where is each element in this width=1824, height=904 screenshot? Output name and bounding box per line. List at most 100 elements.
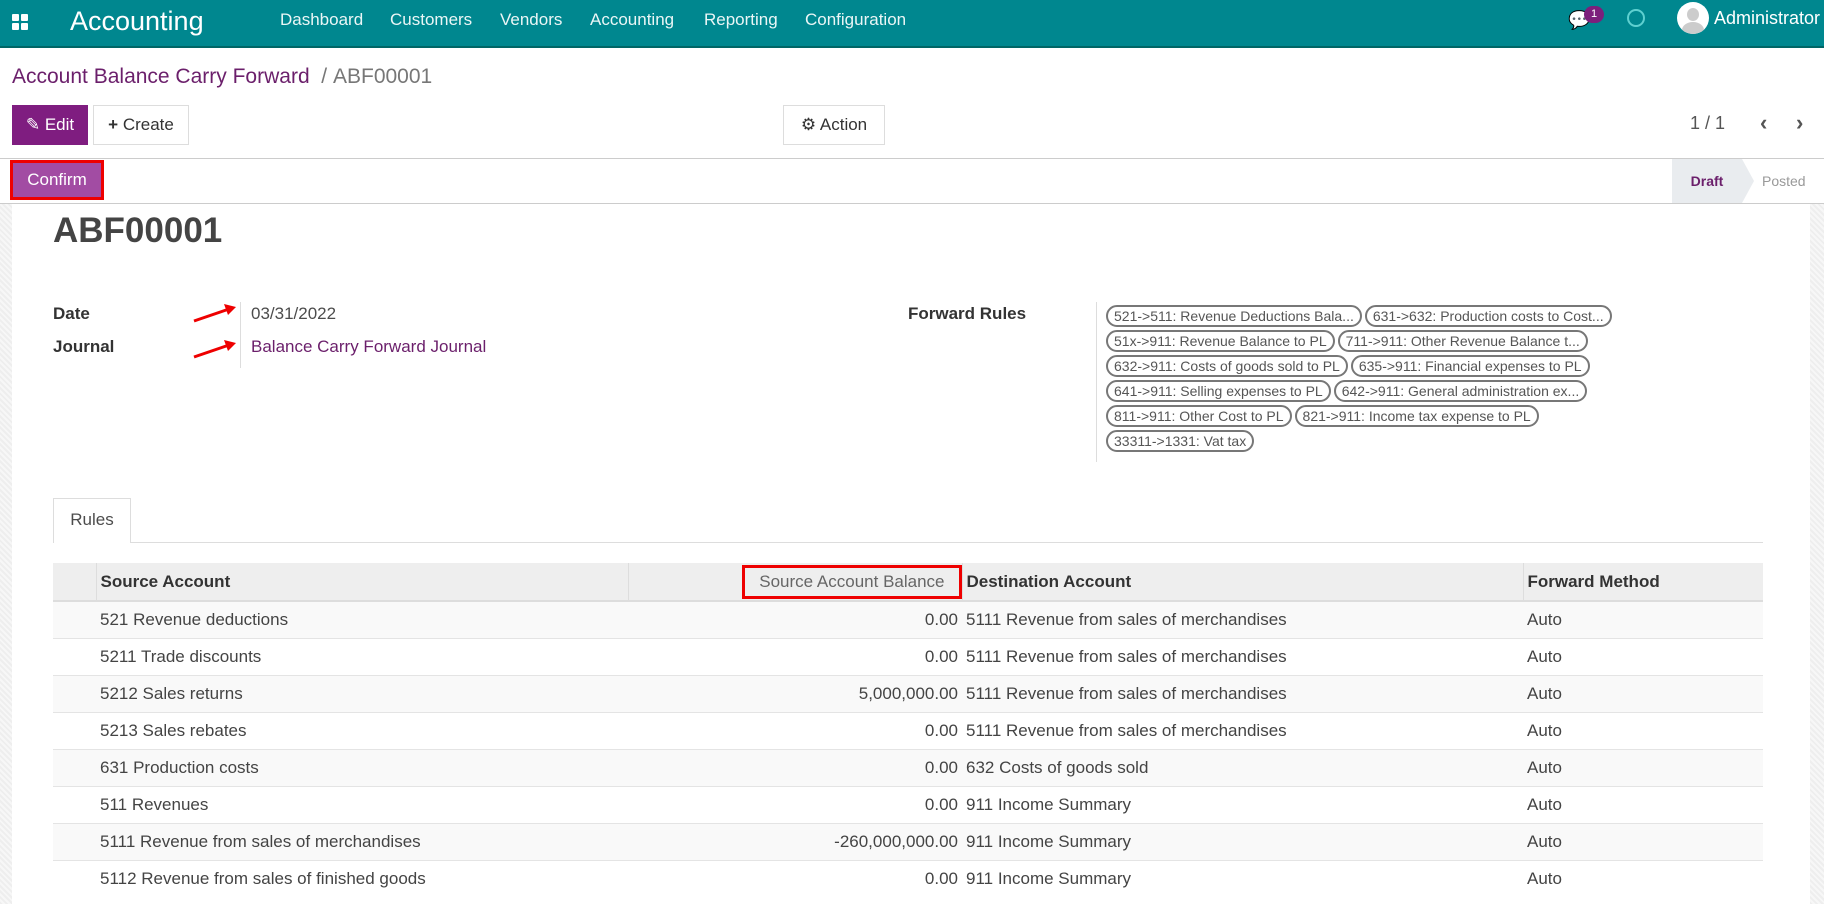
breadcrumb-parent[interactable]: Account Balance Carry Forward <box>12 65 310 88</box>
sheet-background-left <box>0 204 12 904</box>
row-handle <box>53 822 96 860</box>
col-destination-account[interactable]: Destination Account <box>961 563 1523 602</box>
journal-link[interactable]: Balance Carry Forward Journal <box>251 337 487 356</box>
breadcrumb-current: ABF00001 <box>332 65 433 88</box>
highlighted-header: Source Account Balance <box>742 564 962 599</box>
balance-cell: 0.00 <box>628 785 962 823</box>
forward-method-cell: Auto <box>1523 674 1763 712</box>
forward-method-cell: Auto <box>1523 859 1763 897</box>
gear-icon: ⚙ <box>800 115 817 134</box>
tab-divider <box>53 542 1763 543</box>
rule-tag[interactable]: 33311->1331: Vat tax <box>1106 430 1255 452</box>
rule-tag[interactable]: 811->911: Other Cost to PL <box>1106 405 1292 427</box>
action-button[interactable]: ⚙ Action <box>783 105 885 145</box>
destination-account-cell: 911 Income Summary <box>962 859 1523 897</box>
tab-rules[interactable]: Rules <box>53 498 131 543</box>
create-label: Create <box>122 115 174 134</box>
rule-tag[interactable]: 632->911: Costs of goods sold to PL <box>1106 355 1348 377</box>
rule-tag[interactable]: 51x->911: Revenue Balance to PL <box>1106 330 1335 352</box>
handle-column <box>53 563 96 602</box>
forward-method-cell: Auto <box>1523 785 1763 823</box>
forward-method-cell: Auto <box>1523 600 1763 638</box>
date-value: 03/31/2022 <box>251 304 337 323</box>
destination-account-cell: 5111 Revenue from sales of merchandises <box>962 674 1523 712</box>
sheet-background-right <box>1810 204 1824 904</box>
col-source-balance[interactable]: Source Account Balance <box>627 563 962 602</box>
chevron-left-icon[interactable]: ‹ <box>1760 110 1768 135</box>
edit-button[interactable]: ✎ Edit <box>12 105 88 145</box>
menu-accounting[interactable]: Accounting <box>590 10 675 29</box>
rule-tag[interactable]: 641->911: Selling expenses to PL <box>1106 380 1331 402</box>
menu-configuration[interactable]: Configuration <box>805 10 907 29</box>
red-arrow-annotation <box>193 304 236 323</box>
menu-vendors[interactable]: Vendors <box>500 10 563 29</box>
destination-account-cell: 5111 Revenue from sales of merchandises <box>962 637 1523 675</box>
source-account-cell: 5213 Sales rebates <box>96 711 628 749</box>
divider <box>0 158 1824 159</box>
balance-cell: 5,000,000.00 <box>628 674 962 712</box>
rule-tag[interactable]: 821->911: Income tax expense to PL <box>1294 405 1539 427</box>
edit-label: Edit <box>44 115 75 134</box>
forward-rules-label: Forward Rules <box>908 304 1027 323</box>
rule-tag[interactable]: 635->911: Financial expenses to PL <box>1350 355 1590 377</box>
top-navbar: Accounting Dashboard Customers Vendors A… <box>0 0 1824 48</box>
menu-customers[interactable]: Customers <box>390 10 473 29</box>
forward-method-cell: Auto <box>1523 711 1763 749</box>
source-account-cell: 5211 Trade discounts <box>96 637 628 675</box>
rules-table: Source Account Source Account Balance De… <box>53 563 1763 897</box>
destination-account-cell: 632 Costs of goods sold <box>962 748 1523 786</box>
red-arrow-annotation <box>193 340 236 359</box>
table-row[interactable]: 511 Revenues 0.00 911 Income Summary Auto <box>53 785 1763 823</box>
divider <box>0 203 1824 204</box>
col-source-account[interactable]: Source Account <box>95 563 628 602</box>
forward-method-cell: Auto <box>1523 822 1763 860</box>
source-account-cell: 5212 Sales returns <box>96 674 628 712</box>
balance-cell: 0.00 <box>628 859 962 897</box>
pager-value[interactable]: 1 / 1 <box>1690 113 1726 133</box>
balance-cell: 0.00 <box>628 600 962 638</box>
clock-icon[interactable] <box>1627 9 1645 27</box>
status-posted[interactable]: Posted <box>1762 173 1806 189</box>
source-account-cell: 5111 Revenue from sales of merchandises <box>96 822 628 860</box>
destination-account-cell: 5111 Revenue from sales of merchandises <box>962 600 1523 638</box>
table-row[interactable]: 5112 Revenue from sales of finished good… <box>53 859 1763 897</box>
table-row[interactable]: 5111 Revenue from sales of merchandises -… <box>53 822 1763 860</box>
user-menu[interactable]: Administrator <box>1714 8 1821 28</box>
avatar[interactable] <box>1677 2 1709 34</box>
chevron-right-icon[interactable]: › <box>1796 110 1804 135</box>
rule-tag[interactable]: 642->911: General administration ex... <box>1333 380 1588 402</box>
table-row[interactable]: 5211 Trade discounts 0.00 5111 Revenue fro… <box>53 637 1763 675</box>
row-handle <box>53 674 96 712</box>
destination-account-cell: 911 Income Summary <box>962 785 1523 823</box>
table-header: Source Account Source Account Balance De… <box>53 563 1763 602</box>
date-label: Date <box>53 304 90 323</box>
breadcrumb-separator: / <box>315 65 333 88</box>
record-title: ABF00001 <box>53 211 223 250</box>
create-button[interactable]: + Create <box>93 105 189 145</box>
field-separator <box>1096 302 1097 462</box>
confirm-button[interactable]: Confirm <box>10 160 104 200</box>
apps-grid-icon[interactable] <box>12 14 30 32</box>
table-row[interactable]: 5213 Sales rebates 0.00 5111 Revenue from … <box>53 711 1763 749</box>
destination-account-cell: 911 Income Summary <box>962 822 1523 860</box>
rule-tag[interactable]: 711->911: Other Revenue Balance t... <box>1337 330 1588 352</box>
menu-dashboard[interactable]: Dashboard <box>280 10 364 29</box>
rule-tag[interactable]: 631->632: Production costs to Cost... <box>1364 305 1612 327</box>
table-row[interactable]: 631 Production costs 0.00 632 Costs of goo… <box>53 748 1763 786</box>
balance-cell: 0.00 <box>628 711 962 749</box>
col-forward-method[interactable]: Forward Method <box>1522 563 1763 602</box>
field-separator <box>240 302 241 368</box>
balance-cell: -260,000,000.00 <box>628 822 962 860</box>
row-handle <box>53 859 96 897</box>
source-account-cell: 5112 Revenue from sales of finished good… <box>96 859 628 897</box>
table-row[interactable]: 521 Revenue deductions 0.00 5111 Revenue f… <box>53 600 1763 638</box>
table-row[interactable]: 5212 Sales returns 5,000,000.00 5111 Reven… <box>53 674 1763 712</box>
breadcrumb: Account Balance Carry Forward / ABF00001 <box>12 65 432 89</box>
menu-reporting[interactable]: Reporting <box>704 10 778 29</box>
row-handle <box>53 785 96 823</box>
app-title[interactable]: Accounting <box>70 6 204 36</box>
forward-method-cell: Auto <box>1523 748 1763 786</box>
destination-account-cell: 5111 Revenue from sales of merchandises <box>962 711 1523 749</box>
rule-tag[interactable]: 521->511: Revenue Deductions Bala... <box>1106 305 1362 327</box>
source-account-cell: 631 Production costs <box>96 748 628 786</box>
